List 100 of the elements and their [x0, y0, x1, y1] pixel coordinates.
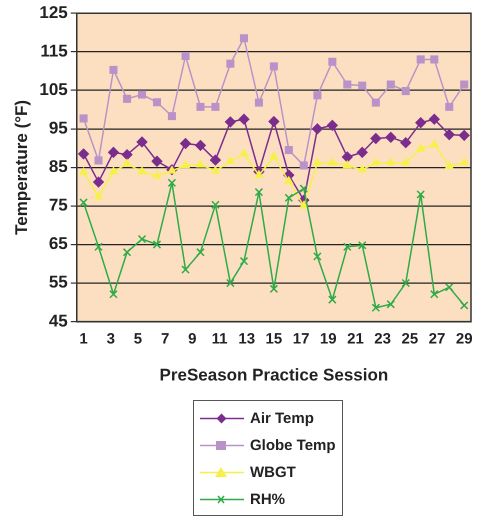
point — [401, 158, 410, 166]
point — [444, 129, 455, 140]
point — [343, 242, 352, 252]
legend-label: WBGT — [250, 464, 296, 481]
x-tick-label: 9 — [188, 330, 196, 348]
point — [224, 116, 236, 128]
point — [370, 132, 382, 144]
point — [270, 284, 278, 294]
x-tick-label: 15 — [266, 330, 282, 348]
point — [416, 55, 425, 64]
point — [254, 98, 263, 107]
x-tick-label: 19 — [320, 330, 337, 348]
y-tick-label: 45 — [48, 311, 68, 330]
point — [226, 60, 234, 68]
point — [342, 151, 353, 162]
point — [269, 152, 278, 160]
legend-label: Air Temp — [250, 410, 314, 427]
point — [284, 146, 293, 154]
point — [181, 265, 190, 274]
x-tick-label: 27 — [428, 330, 446, 348]
point — [460, 301, 468, 310]
point — [151, 156, 162, 167]
point — [415, 117, 426, 128]
point — [356, 146, 368, 158]
point — [372, 98, 380, 107]
y-tick-label: 85 — [48, 157, 68, 176]
point — [80, 114, 88, 122]
point — [313, 252, 322, 261]
point — [136, 136, 148, 148]
x-axis-title: PreSeason Practice Session — [160, 365, 388, 384]
point — [312, 123, 323, 134]
point — [196, 248, 205, 256]
point — [238, 114, 250, 125]
point — [254, 188, 264, 196]
y-axis-title: Temperature (°F) — [12, 100, 31, 235]
point — [430, 140, 439, 148]
point — [312, 158, 322, 166]
point — [152, 170, 162, 179]
point — [460, 80, 468, 89]
point — [138, 166, 146, 174]
point — [109, 66, 118, 74]
point — [416, 144, 426, 152]
x-tick-label: 25 — [401, 330, 418, 348]
point — [358, 82, 366, 90]
point — [385, 132, 396, 143]
point — [152, 98, 162, 106]
point — [254, 170, 264, 178]
x-tick-label: 13 — [238, 330, 256, 348]
point — [313, 91, 322, 100]
point — [94, 156, 103, 164]
y-tick-label: 65 — [48, 234, 68, 254]
point — [196, 102, 205, 111]
point — [358, 240, 367, 250]
point — [181, 52, 190, 60]
point — [386, 80, 395, 89]
x-tick-label: 5 — [134, 330, 142, 348]
point — [78, 148, 90, 160]
point — [342, 160, 352, 168]
x-tick-label: 17 — [292, 330, 310, 348]
point — [138, 234, 146, 244]
point — [401, 278, 410, 288]
point — [180, 138, 192, 149]
point — [211, 102, 220, 111]
point — [138, 90, 146, 99]
point — [460, 158, 469, 166]
point — [108, 146, 119, 158]
point — [94, 242, 103, 252]
point — [328, 158, 337, 166]
point — [211, 166, 220, 174]
point — [181, 160, 190, 168]
x-tick-label: 21 — [347, 330, 364, 348]
x-tick-label: 29 — [456, 330, 473, 348]
point — [400, 137, 412, 148]
point — [284, 176, 294, 184]
point — [300, 161, 308, 170]
point — [240, 148, 248, 157]
x-tick-label: 23 — [374, 330, 391, 348]
y-tick-label: 55 — [48, 272, 68, 292]
point — [123, 94, 132, 103]
point — [109, 166, 118, 174]
point — [444, 283, 454, 292]
point — [240, 34, 248, 42]
point — [152, 240, 162, 249]
point — [326, 120, 338, 131]
point — [416, 190, 425, 199]
point — [94, 192, 103, 200]
y-tick-label: 125 — [39, 2, 68, 22]
y-tick-label: 75 — [48, 196, 68, 215]
point — [343, 80, 352, 89]
point — [430, 290, 439, 299]
point — [196, 160, 205, 168]
point — [79, 198, 88, 207]
point — [226, 278, 235, 288]
legend-label: RH% — [250, 491, 286, 508]
point — [299, 200, 308, 209]
point — [300, 184, 308, 193]
point — [270, 62, 278, 70]
point — [79, 167, 88, 176]
point — [428, 114, 440, 125]
point — [328, 58, 336, 66]
